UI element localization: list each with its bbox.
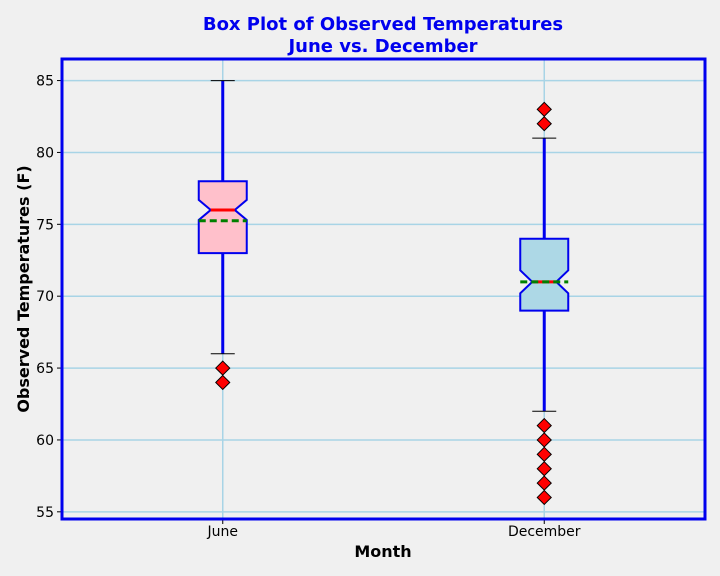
y-tick-label: 60 bbox=[36, 433, 54, 449]
chart-subtitle: June vs. December bbox=[286, 36, 477, 57]
box-body bbox=[197, 180, 248, 255]
box-body bbox=[519, 237, 570, 312]
y-tick-label: 75 bbox=[36, 217, 54, 233]
y-tick-label: 70 bbox=[36, 289, 54, 305]
plot-area bbox=[62, 59, 705, 519]
y-tick-label: 65 bbox=[36, 361, 54, 377]
box-december bbox=[519, 101, 570, 506]
flier-point bbox=[536, 489, 552, 506]
box-june bbox=[197, 80, 248, 391]
x-tick-label: June bbox=[207, 524, 239, 540]
y-tick-label: 85 bbox=[36, 74, 54, 90]
x-ticks: June December bbox=[207, 519, 581, 540]
y-axis-label: Observed Temperatures (F) bbox=[14, 165, 33, 412]
y-ticks: 55 60 65 70 75 80 85 bbox=[36, 74, 62, 521]
x-tick-label: December bbox=[508, 524, 581, 540]
flier-point bbox=[215, 374, 231, 391]
x-axis-label: Month bbox=[354, 542, 411, 561]
plot-frame bbox=[60, 57, 707, 521]
y-tick-label: 80 bbox=[36, 145, 54, 161]
flier-point bbox=[536, 115, 552, 132]
boxes-group bbox=[197, 80, 570, 506]
y-tick-label: 55 bbox=[36, 505, 54, 521]
chart-title: Box Plot of Observed Temperatures bbox=[203, 14, 563, 35]
